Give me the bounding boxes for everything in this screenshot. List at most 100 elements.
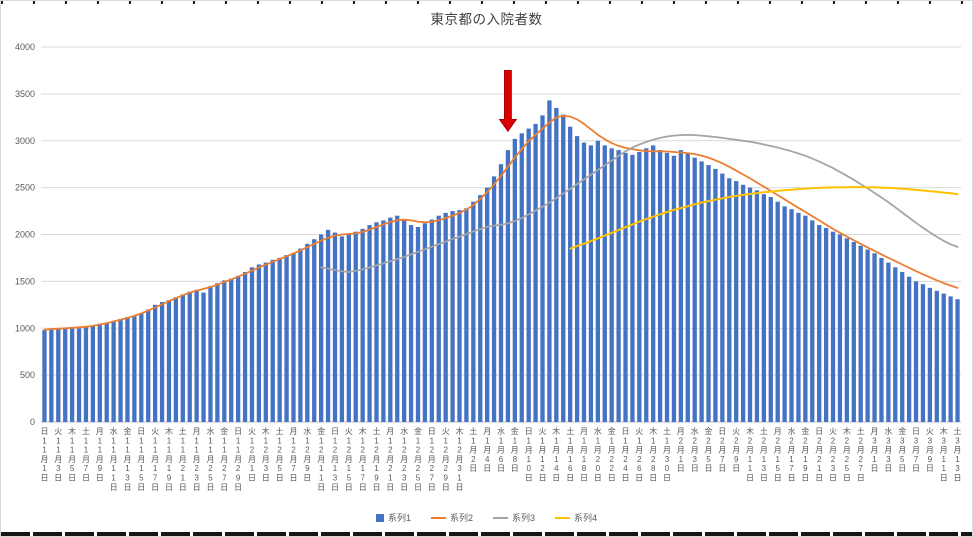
bar xyxy=(671,155,677,423)
bar xyxy=(42,330,47,422)
bar xyxy=(720,173,725,422)
bar xyxy=(478,195,483,422)
bar xyxy=(657,150,663,422)
bar xyxy=(692,157,697,422)
bar xyxy=(616,150,621,422)
bar xyxy=(222,280,227,422)
legend-item-series2[interactable]: 系列2 xyxy=(430,511,473,524)
bar xyxy=(180,294,185,422)
bar xyxy=(519,133,524,423)
bar xyxy=(706,165,711,422)
bar xyxy=(346,234,351,422)
bar xyxy=(664,152,670,422)
bar xyxy=(540,115,545,423)
bar xyxy=(803,215,808,422)
bar xyxy=(623,152,628,422)
line-series-2 xyxy=(43,114,959,331)
bar xyxy=(630,154,635,423)
y-axis-tick-label: 3000 xyxy=(15,136,35,146)
bar xyxy=(588,145,594,422)
bar xyxy=(851,242,856,422)
red-down-arrow[interactable] xyxy=(498,70,518,133)
bar xyxy=(512,138,517,422)
bar xyxy=(215,283,220,423)
bar xyxy=(727,178,732,423)
bar xyxy=(152,304,158,422)
bar xyxy=(602,145,607,422)
bar xyxy=(332,232,338,422)
legend-item-series3[interactable]: 系列3 xyxy=(493,511,535,524)
bar xyxy=(125,317,130,422)
y-axis-tick-label: 500 xyxy=(20,370,35,380)
bar xyxy=(740,184,746,422)
series2-line-swatch-icon xyxy=(430,516,446,519)
bar xyxy=(796,212,801,422)
bar xyxy=(906,276,912,422)
bar xyxy=(782,206,787,422)
bar xyxy=(554,107,559,423)
bar xyxy=(374,222,379,422)
bar xyxy=(574,136,580,422)
bar xyxy=(388,217,393,422)
y-axis-tick-label: 1500 xyxy=(15,276,35,286)
bar xyxy=(139,313,144,423)
bar xyxy=(595,140,600,423)
bar xyxy=(685,152,690,422)
bar xyxy=(471,201,476,422)
bar xyxy=(173,297,179,422)
bar xyxy=(913,281,919,422)
bar xyxy=(609,148,614,423)
bar xyxy=(132,316,137,422)
bar xyxy=(208,286,213,422)
bar xyxy=(561,114,566,422)
bar xyxy=(927,287,933,422)
y-axis-tick-label: 1000 xyxy=(15,323,35,333)
bar xyxy=(651,145,656,422)
bar xyxy=(249,267,255,422)
bar xyxy=(823,227,829,422)
bar xyxy=(768,197,773,422)
legend-item-series1[interactable]: 系列1 xyxy=(375,511,411,524)
legend-item-series4[interactable]: 系列4 xyxy=(555,511,597,524)
bar xyxy=(865,249,870,422)
bar xyxy=(941,293,946,422)
bar xyxy=(568,126,573,422)
bar xyxy=(858,245,863,423)
bar xyxy=(187,291,192,422)
legend-label: 系列4 xyxy=(574,513,598,523)
bar xyxy=(761,194,766,422)
bar xyxy=(699,161,704,422)
bar xyxy=(360,228,365,422)
bar xyxy=(879,257,884,422)
bar xyxy=(547,100,552,423)
bar xyxy=(844,238,850,423)
bar xyxy=(581,142,587,422)
